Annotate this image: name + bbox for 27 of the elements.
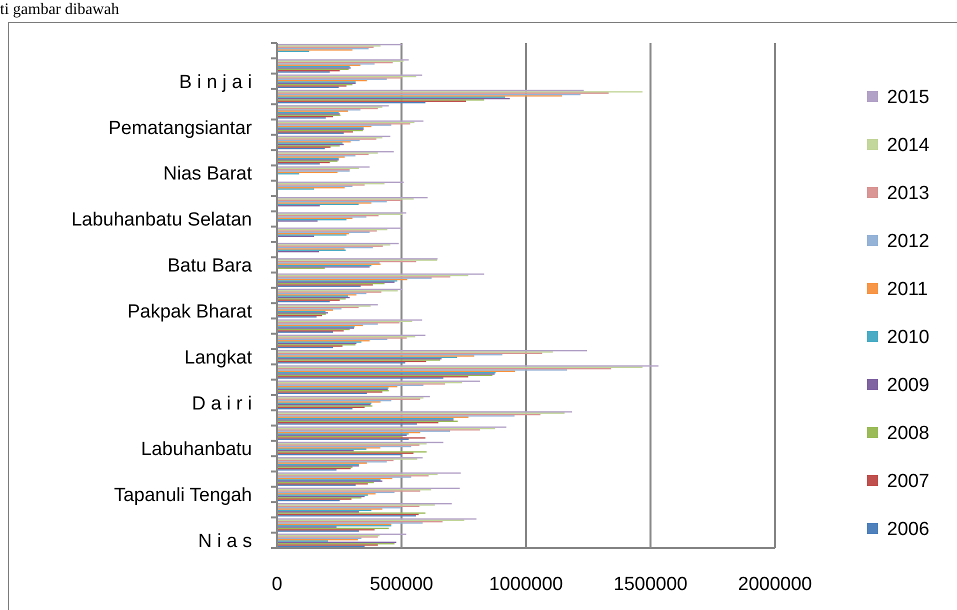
text: ti gambar dibawah xyxy=(0,1,120,18)
y-tick-label: Pematangsiantar xyxy=(108,118,253,139)
y-tick-label: Labuhanbatu xyxy=(141,439,252,460)
y-tick-label: Langkat xyxy=(184,347,253,368)
y-tick-label: Tapanuli Tengah xyxy=(114,485,252,506)
x-tick-label: 0 xyxy=(272,574,282,595)
y-tick-label: D a i r i xyxy=(192,393,252,414)
y-tick-label: Labuhanbatu Selatan xyxy=(71,210,252,231)
legend-label: 2011 xyxy=(887,279,928,300)
legend-label: 2007 xyxy=(887,471,930,492)
x-tick-label: 1500000 xyxy=(614,574,688,595)
legend-label: 2010 xyxy=(887,327,930,348)
legend-label: 2013 xyxy=(887,183,930,204)
y-tick-label: B i n j a i xyxy=(179,72,252,93)
legend-label: 2014 xyxy=(887,135,930,156)
legend-label: 2006 xyxy=(887,519,930,540)
legend-label: 2012 xyxy=(887,231,930,252)
y-tick-label: Nias Barat xyxy=(163,164,253,185)
legend-label: 2008 xyxy=(887,423,930,444)
x-tick-label: 500000 xyxy=(370,574,434,595)
y-tick-label: N i a s xyxy=(198,531,252,552)
legend-label: 2015 xyxy=(887,87,930,108)
x-tick-label: 2000000 xyxy=(738,574,812,595)
y-tick-label: Batu Bara xyxy=(168,256,252,277)
y-tick-label: Pakpak Bharat xyxy=(127,301,253,322)
legend-label: 2009 xyxy=(887,375,930,396)
x-tick-label: 1000000 xyxy=(489,574,563,595)
